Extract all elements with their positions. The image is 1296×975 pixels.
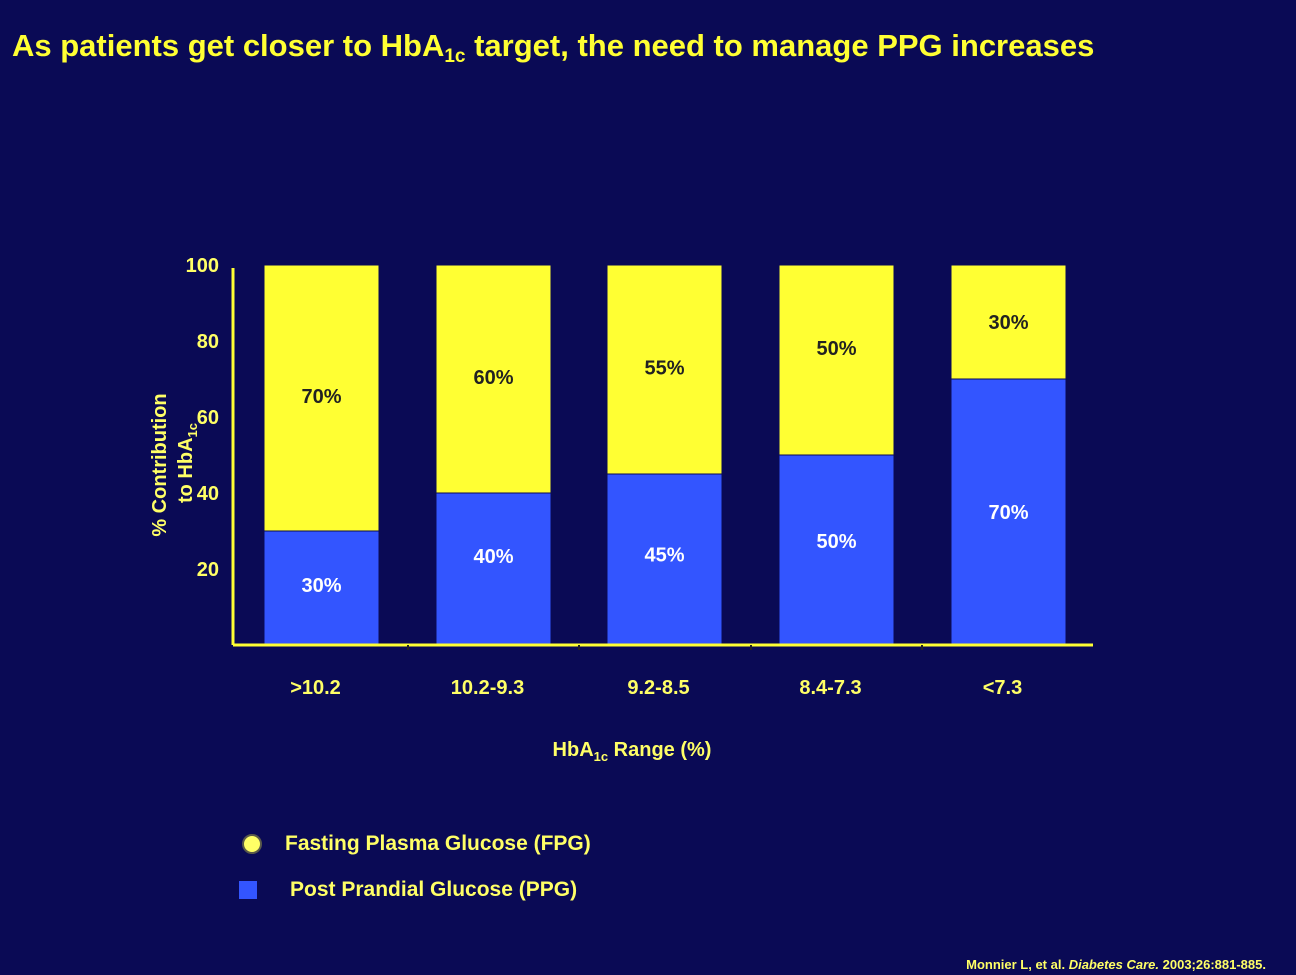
y-tick-label-3: 80 [197,331,219,353]
y-axis-title-main: to HbA [175,437,197,503]
x-tick-label-4: <7.3 [983,677,1022,699]
bar-label-fpg-2: 55% [644,358,684,380]
citation: Monnier L, et al. Diabetes Care. 2003;26… [966,957,1266,972]
bar-label-ppg-1: 40% [473,546,513,568]
x-axis-title-main: HbA [553,739,594,761]
x-axis-title-sub: 1c [594,749,608,764]
legend-item-fpg: Fasting Plasma Glucose (FPG) [242,832,591,856]
bar-ppg-4 [950,378,1067,646]
citation-journal: Diabetes Care. [1068,957,1160,972]
x-tick-label-3: 8.4-7.3 [799,677,861,699]
bar-fpg-0 [263,264,380,532]
legend-swatch-ppg [239,881,257,899]
x-tick-label-2: 9.2-8.5 [627,677,689,699]
title-text-before: As patients get closer to HbA [12,28,445,63]
bar-ppg-1 [435,492,552,646]
bar-label-ppg-4: 70% [988,502,1028,524]
bar-fpg-2 [606,264,723,475]
bar-ppg-3 [778,454,895,646]
bar-label-fpg-3: 50% [816,338,856,360]
y-tick-label-1: 40 [197,483,219,505]
bar-label-ppg-2: 45% [644,545,684,567]
bar-ppg-2 [606,473,723,646]
bar-label-fpg-0: 70% [301,386,341,408]
x-tick-label-1: 10.2-9.3 [451,677,524,699]
slide-title: As patients get closer to HbA1c target, … [12,28,1094,68]
y-axis-title-sub: 1c [185,423,200,437]
citation-authors: Monnier L, et al. [966,957,1069,972]
bar-label-fpg-1: 60% [473,367,513,389]
legend-label-ppg: Post Prandial Glucose (PPG) [290,878,578,901]
bar-label-fpg-4: 30% [988,312,1028,334]
x-axis-title-rest: Range (%) [608,739,711,761]
y-tick-label-4: 100 [186,255,219,277]
y-tick-label-2: 60 [197,407,219,429]
y-axis-title-line2: to HbA1c [175,423,200,503]
y-tick-label-0: 20 [197,559,219,581]
y-axis-title-line1: % Contribution [149,393,171,536]
x-tick-label-0: >10.2 [290,677,341,699]
bar-ppg-0 [263,530,380,646]
title-text-after: target, the need to manage PPG increases [465,28,1095,63]
legend-swatch-fpg [242,834,262,854]
bar-fpg-3 [778,264,895,456]
bar-label-ppg-3: 50% [816,531,856,553]
bar-label-ppg-0: 30% [301,575,341,597]
citation-details: 2003;26:881-885. [1159,957,1266,972]
bar-fpg-1 [435,264,552,494]
x-axis-title: HbA1c Range (%) [553,739,712,764]
legend-label-fpg: Fasting Plasma Glucose (FPG) [285,832,591,855]
title-subscript: 1c [444,46,466,67]
legend-item-ppg: Post Prandial Glucose (PPG) [239,878,577,902]
